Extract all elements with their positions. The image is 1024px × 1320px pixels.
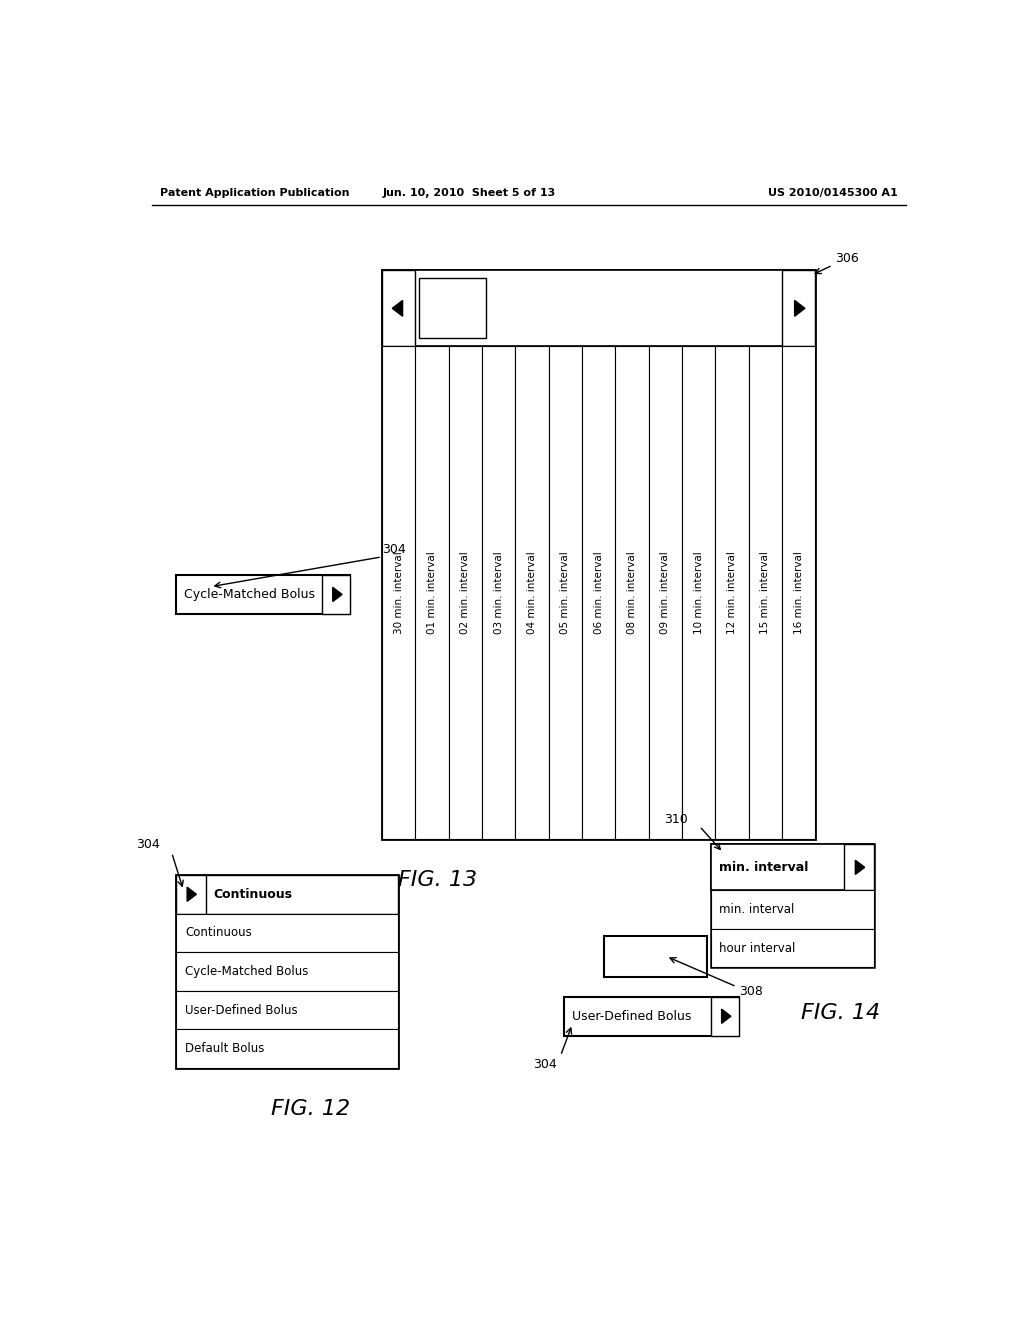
- Bar: [712, 845, 874, 968]
- Text: 306: 306: [836, 252, 859, 264]
- Bar: [176, 991, 397, 1030]
- Polygon shape: [187, 887, 197, 902]
- Text: FIG. 13: FIG. 13: [397, 870, 477, 890]
- Bar: [549, 346, 582, 840]
- Text: 01 min. interval: 01 min. interval: [427, 552, 437, 635]
- Text: 02 min. interval: 02 min. interval: [460, 552, 470, 635]
- Text: 16 min. interval: 16 min. interval: [794, 552, 804, 635]
- Bar: [715, 346, 749, 840]
- Bar: [449, 346, 482, 840]
- Text: Jun. 10, 2010  Sheet 5 of 13: Jun. 10, 2010 Sheet 5 of 13: [383, 187, 556, 198]
- Polygon shape: [333, 587, 342, 602]
- Text: 304: 304: [382, 544, 406, 556]
- Text: 310: 310: [664, 813, 687, 825]
- Bar: [176, 913, 397, 952]
- Bar: [382, 271, 815, 840]
- Text: Patent Application Publication: Patent Application Publication: [160, 187, 349, 198]
- Text: min. interval: min. interval: [719, 903, 795, 916]
- Bar: [648, 346, 682, 840]
- Bar: [712, 929, 874, 968]
- Text: Continuous: Continuous: [214, 888, 293, 900]
- Polygon shape: [855, 861, 864, 874]
- Bar: [382, 271, 416, 346]
- Text: 06 min. interval: 06 min. interval: [594, 552, 603, 635]
- Bar: [615, 346, 648, 840]
- Bar: [176, 576, 350, 614]
- Text: 09 min. interval: 09 min. interval: [660, 552, 671, 635]
- Text: User-Defined Bolus: User-Defined Bolus: [185, 1003, 298, 1016]
- Text: hour interval: hour interval: [719, 941, 796, 954]
- Bar: [604, 936, 708, 977]
- Text: 15 min. interval: 15 min. interval: [760, 552, 770, 635]
- Text: FIG. 14: FIG. 14: [801, 1003, 880, 1023]
- Bar: [176, 952, 397, 991]
- Bar: [844, 845, 873, 890]
- Bar: [382, 271, 815, 346]
- Text: Continuous: Continuous: [185, 927, 252, 940]
- Bar: [176, 875, 397, 913]
- Bar: [582, 346, 615, 840]
- Bar: [176, 875, 206, 913]
- Text: 05 min. interval: 05 min. interval: [560, 552, 570, 635]
- Bar: [564, 997, 739, 1036]
- Bar: [323, 576, 350, 614]
- Bar: [176, 1030, 397, 1068]
- Text: FIG. 12: FIG. 12: [271, 1098, 350, 1119]
- Text: 10 min. interval: 10 min. interval: [693, 552, 703, 635]
- Bar: [682, 346, 715, 840]
- Text: 12 min. interval: 12 min. interval: [727, 552, 737, 635]
- Bar: [712, 997, 739, 1036]
- Text: 03 min. interval: 03 min. interval: [494, 552, 504, 635]
- Bar: [782, 271, 815, 346]
- Bar: [712, 845, 874, 890]
- Bar: [176, 875, 397, 1068]
- Polygon shape: [392, 301, 402, 317]
- Text: 08 min. interval: 08 min. interval: [627, 552, 637, 635]
- Text: 308: 308: [739, 985, 763, 998]
- Bar: [515, 346, 549, 840]
- Text: 30 min. interval: 30 min. interval: [393, 552, 403, 635]
- Bar: [482, 346, 515, 840]
- Bar: [416, 346, 449, 840]
- Text: US 2010/0145300 A1: US 2010/0145300 A1: [768, 187, 898, 198]
- Bar: [419, 279, 486, 338]
- Polygon shape: [722, 1010, 731, 1023]
- Text: 04 min. interval: 04 min. interval: [527, 552, 537, 635]
- Text: Cycle-Matched Bolus: Cycle-Matched Bolus: [183, 587, 314, 601]
- Bar: [712, 890, 874, 929]
- Bar: [782, 346, 815, 840]
- Text: User-Defined Bolus: User-Defined Bolus: [572, 1010, 692, 1023]
- Bar: [749, 346, 782, 840]
- Text: 304: 304: [136, 838, 160, 851]
- Text: 304: 304: [532, 1057, 557, 1071]
- Text: min. interval: min. interval: [719, 861, 809, 874]
- Bar: [382, 346, 416, 840]
- Polygon shape: [795, 301, 805, 317]
- Text: Cycle-Matched Bolus: Cycle-Matched Bolus: [185, 965, 308, 978]
- Text: Default Bolus: Default Bolus: [185, 1043, 264, 1055]
